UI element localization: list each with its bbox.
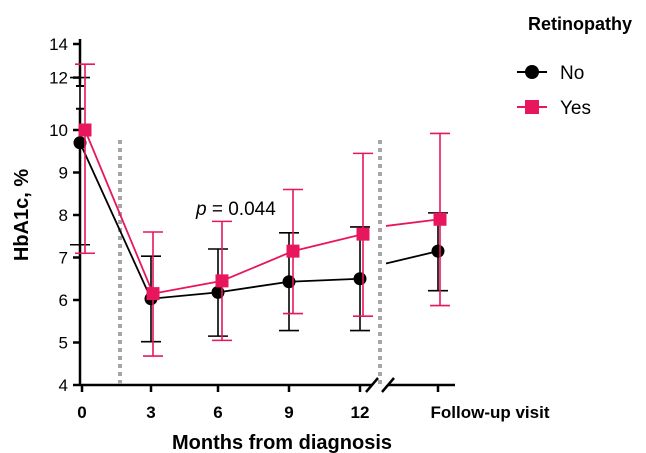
phase-separators bbox=[118, 140, 382, 385]
data-point-no bbox=[73, 136, 87, 150]
data-point-no bbox=[353, 272, 367, 286]
axes: 4 5 6 7 8 9 10 12 14 0 3 6 9 12 Follow-up visit bbox=[49, 35, 550, 422]
data-point-yes bbox=[433, 212, 447, 226]
data-point-no bbox=[431, 244, 445, 258]
y-tick-label: 10 bbox=[49, 121, 68, 140]
legend-item-no: No bbox=[517, 63, 584, 84]
y-tick-label: 7 bbox=[59, 249, 68, 268]
legend-title: Retinopathy bbox=[528, 14, 632, 34]
x-axis-break-mark-right bbox=[381, 377, 395, 393]
legend-marker-yes bbox=[525, 100, 539, 114]
x-tick-label: 6 bbox=[213, 403, 222, 422]
y-tick-label: 6 bbox=[59, 291, 68, 310]
series-line-followup-no bbox=[385, 250, 439, 265]
series-line-followup-yes bbox=[385, 218, 441, 227]
x-tick-label: 9 bbox=[284, 403, 293, 422]
x-tick-label: Follow-up visit bbox=[431, 403, 550, 422]
y-tick-label: 4 bbox=[59, 376, 68, 395]
y-tick-label: 8 bbox=[59, 206, 68, 225]
p-value-annotation: p = 0.044 bbox=[195, 199, 276, 220]
legend: Retinopathy No Yes bbox=[517, 14, 632, 119]
x-axis-title: Months from diagnosis bbox=[172, 432, 392, 453]
y-tick-label: 12 bbox=[49, 69, 68, 88]
data-point-yes bbox=[146, 287, 160, 301]
legend-marker-no bbox=[525, 65, 539, 79]
x-tick-label: 0 bbox=[77, 403, 86, 422]
x-axis-break-mark-left bbox=[365, 377, 379, 393]
series-yes bbox=[75, 63, 450, 357]
y-axis-title: HbA1c, % bbox=[11, 169, 33, 261]
y-tick-label: 9 bbox=[59, 164, 68, 183]
plot-area bbox=[70, 63, 450, 357]
data-point-yes bbox=[356, 227, 370, 241]
x-tick-label: 3 bbox=[146, 403, 155, 422]
y-tick-label: 14 bbox=[49, 35, 68, 54]
legend-item-yes: Yes bbox=[517, 98, 591, 119]
legend-label-yes: Yes bbox=[560, 98, 591, 119]
legend-label-no: No bbox=[560, 63, 584, 84]
y-tick-label: 5 bbox=[59, 334, 68, 353]
data-point-yes bbox=[215, 274, 229, 288]
p-value-italic: p bbox=[195, 199, 207, 220]
data-point-yes bbox=[286, 244, 300, 258]
p-value-text: = 0.044 bbox=[207, 199, 277, 220]
x-tick-label: 12 bbox=[351, 403, 370, 422]
data-point-yes bbox=[78, 123, 92, 137]
